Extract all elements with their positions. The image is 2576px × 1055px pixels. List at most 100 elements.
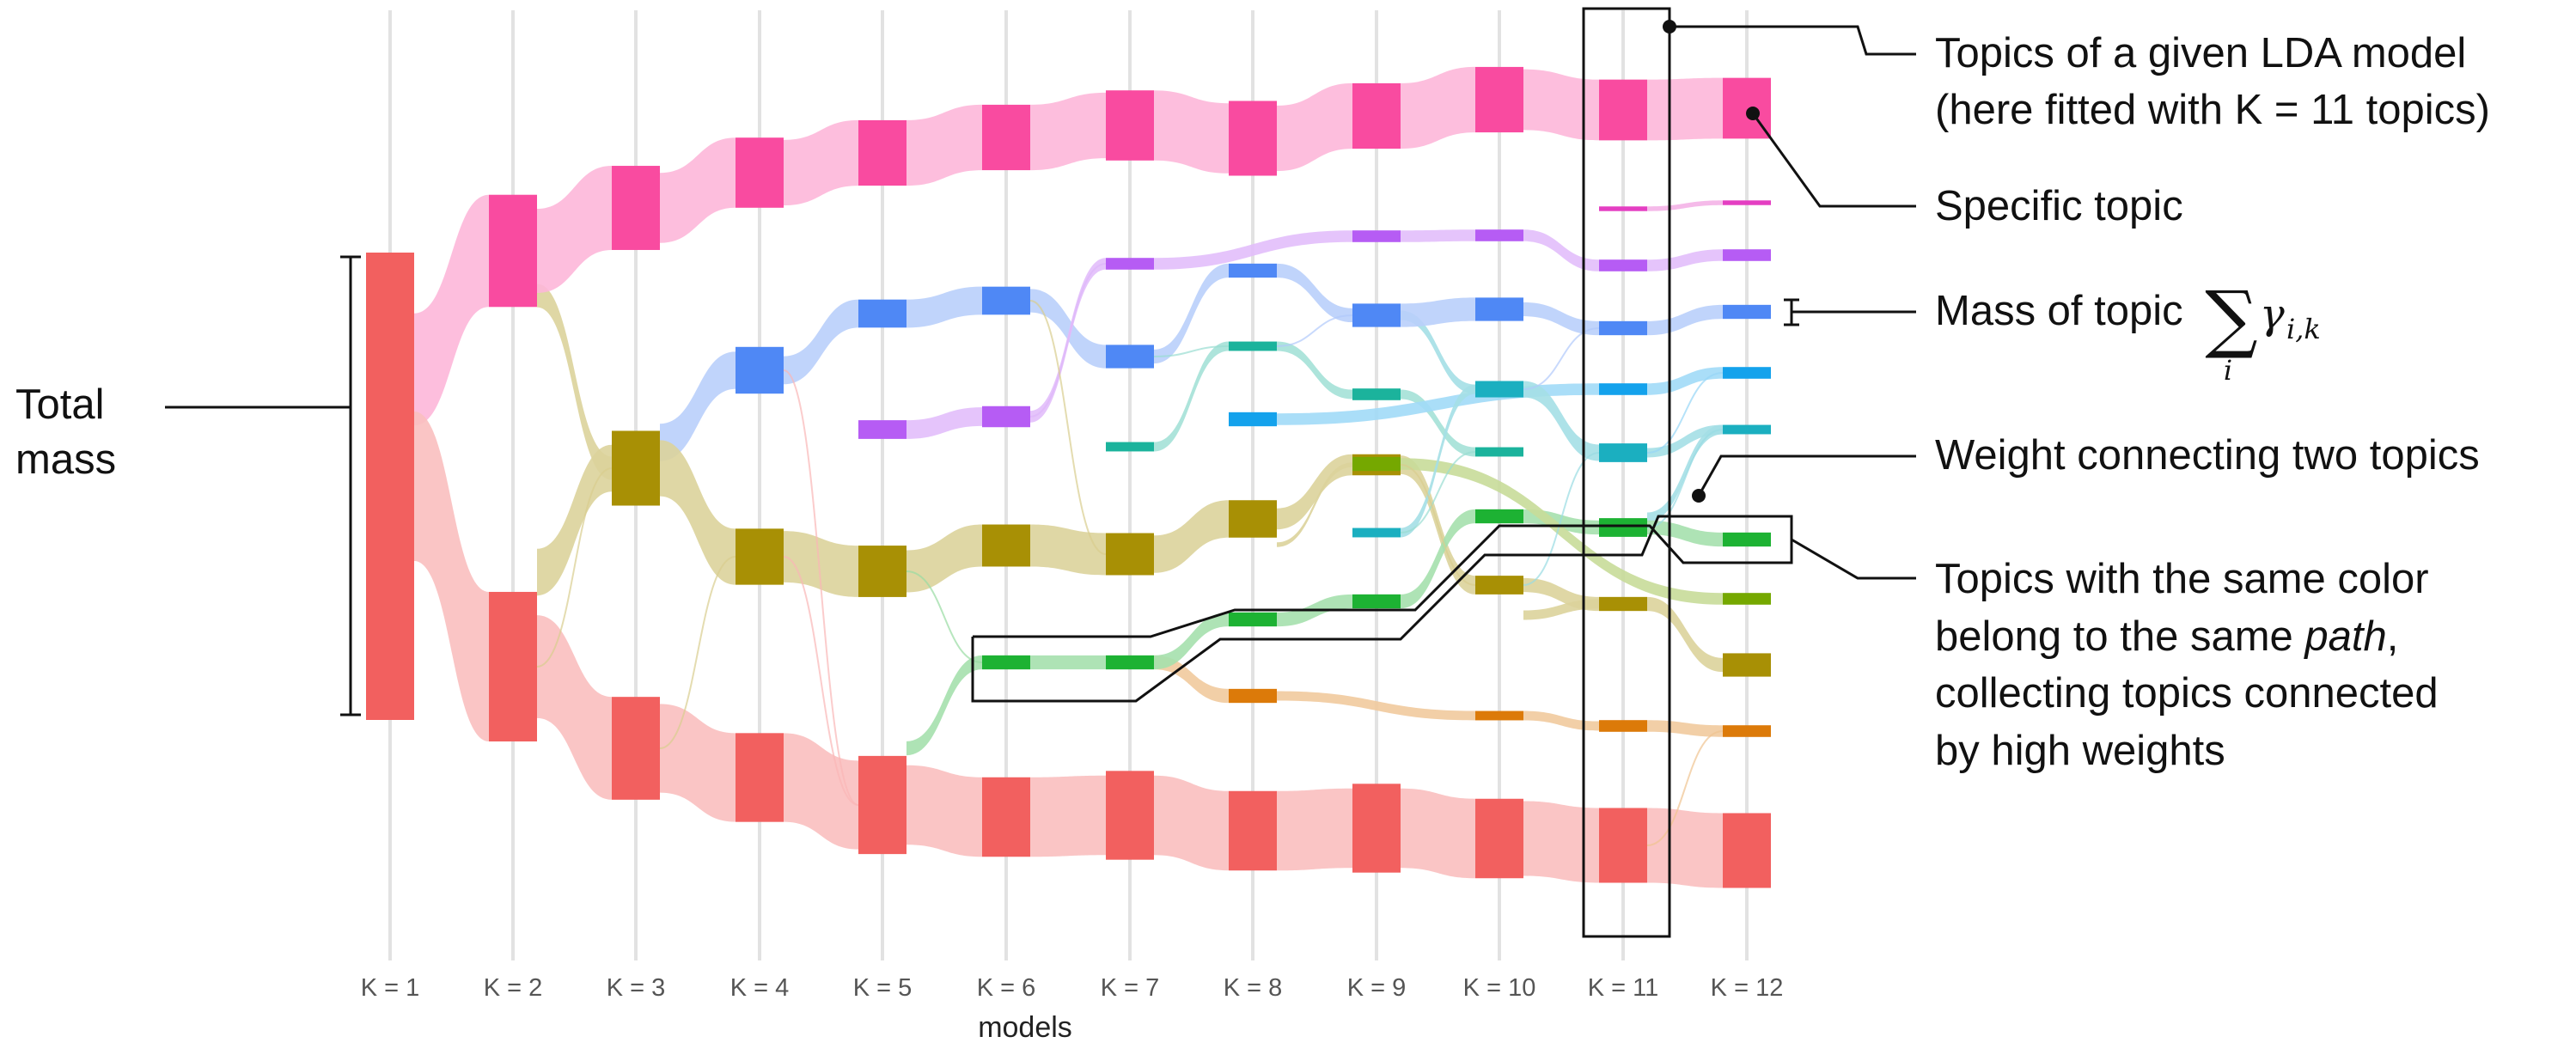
topic-node xyxy=(489,194,537,308)
topic-link xyxy=(1030,775,1106,857)
topic-node xyxy=(982,406,1030,428)
topic-link xyxy=(906,286,982,328)
x-tick-label: K = 1 xyxy=(361,974,420,1002)
path-annotation-text: belong to the same xyxy=(1935,613,2304,660)
minor-link xyxy=(783,556,859,806)
topic-link xyxy=(1030,655,1106,670)
topic-node xyxy=(1599,518,1647,537)
path-annotation-line: belong to the same path, xyxy=(1935,613,2398,660)
specific-topic-annotation: Specific topic xyxy=(1746,107,2183,229)
topic-link xyxy=(1030,92,1106,171)
topic-node xyxy=(1106,533,1154,576)
topic-node xyxy=(1106,442,1154,452)
topic-link xyxy=(537,444,612,596)
topic-node xyxy=(1229,412,1277,427)
path-annotation-line: by high weights xyxy=(1935,728,2225,774)
x-tick-label: K = 9 xyxy=(1347,974,1407,1002)
topic-link xyxy=(1647,596,1723,673)
topic-node xyxy=(1599,79,1647,141)
minor-link xyxy=(1400,464,1476,586)
x-tick-label: K = 3 xyxy=(607,974,666,1002)
pointer-line xyxy=(1670,25,1916,56)
minor-link xyxy=(1400,451,1476,534)
x-tick-label: K = 5 xyxy=(853,974,913,1002)
path-annotation-italic: path xyxy=(2303,613,2386,660)
topic-link xyxy=(1647,424,1723,458)
topic-link xyxy=(1154,655,1229,704)
topic-node xyxy=(1723,367,1771,379)
model-annotation-line: Topics of a given LDA model xyxy=(1935,30,2466,76)
topic-link xyxy=(906,655,982,756)
total-mass-label: Total xyxy=(15,381,105,428)
topic-node xyxy=(982,655,1030,670)
topic-node xyxy=(858,546,906,597)
topic-node xyxy=(1723,653,1771,677)
specific-topic-label: Specific topic xyxy=(1935,183,2183,229)
path-annotation: Topics with the same color belong to the… xyxy=(971,515,2439,774)
model-annotation: Topics of a given LDA model (here fitted… xyxy=(1582,7,2490,938)
topic-link xyxy=(1154,90,1229,174)
x-tick-label: K = 11 xyxy=(1588,974,1659,1002)
topic-node xyxy=(1599,320,1647,336)
topic-node xyxy=(1599,596,1647,612)
x-tick-label: K = 7 xyxy=(1101,974,1160,1002)
topic-link xyxy=(1401,310,1475,394)
minor-link xyxy=(1523,452,1600,586)
topic-link xyxy=(1154,612,1229,670)
topic-node xyxy=(858,755,906,855)
minor-link xyxy=(1646,372,1724,454)
svg-text:i,k: i,k xyxy=(2286,313,2321,345)
topic-link xyxy=(1277,341,1352,399)
topic-node xyxy=(612,697,660,800)
topic-link xyxy=(1154,341,1229,452)
minor-link xyxy=(659,556,736,749)
x-axis: K = 1 K = 2 K = 3 K = 4 K = 5 K = 6 K = … xyxy=(361,974,1784,1044)
sum-formula: ∑ γ i,k i i xyxy=(2205,276,2321,387)
topic-node xyxy=(1599,259,1647,271)
topic-link xyxy=(906,765,982,857)
topic-link xyxy=(1401,384,1475,538)
topic-node xyxy=(1475,297,1523,321)
topic-link xyxy=(1401,297,1475,327)
topic-link xyxy=(906,524,982,593)
minor-link xyxy=(1029,263,1107,418)
topic-node xyxy=(1352,456,1401,472)
topic-link xyxy=(1647,304,1723,336)
topic-link xyxy=(1647,367,1723,395)
svg-text:γ: γ xyxy=(2260,290,2285,338)
total-mass-label: mass xyxy=(15,436,116,483)
topic-link xyxy=(537,166,612,293)
topic-link xyxy=(1154,500,1229,573)
topic-node xyxy=(1106,655,1154,670)
topic-link xyxy=(1030,289,1106,369)
topic-link xyxy=(1523,302,1599,336)
topic-link xyxy=(1647,249,1723,271)
topic-node xyxy=(1475,381,1523,398)
topic-link xyxy=(1523,710,1599,731)
topic-node xyxy=(1475,447,1523,457)
topic-link xyxy=(906,407,982,439)
topic-node xyxy=(736,528,784,585)
pointer-line xyxy=(1791,538,1916,580)
topic-node xyxy=(982,104,1030,171)
topic-link xyxy=(1647,808,1723,888)
minor-link xyxy=(536,467,613,668)
topic-node xyxy=(1352,388,1401,400)
topic-link xyxy=(1277,263,1352,323)
topic-node xyxy=(1352,303,1401,327)
topic-link xyxy=(1647,520,1723,547)
topic-node xyxy=(612,166,660,250)
topic-node xyxy=(1723,424,1771,435)
topic-node xyxy=(982,777,1030,857)
topic-link xyxy=(1277,454,1352,530)
topic-link xyxy=(1154,263,1229,364)
pointer-line xyxy=(1697,454,1916,497)
topic-link xyxy=(414,194,489,426)
topic-node xyxy=(1475,66,1523,133)
topic-link xyxy=(660,440,736,585)
topic-link xyxy=(660,137,736,243)
topic-node xyxy=(1352,528,1401,538)
svg-text:∑: ∑ xyxy=(2205,276,2257,362)
topic-node xyxy=(736,733,784,822)
topic-link xyxy=(1154,775,1229,871)
